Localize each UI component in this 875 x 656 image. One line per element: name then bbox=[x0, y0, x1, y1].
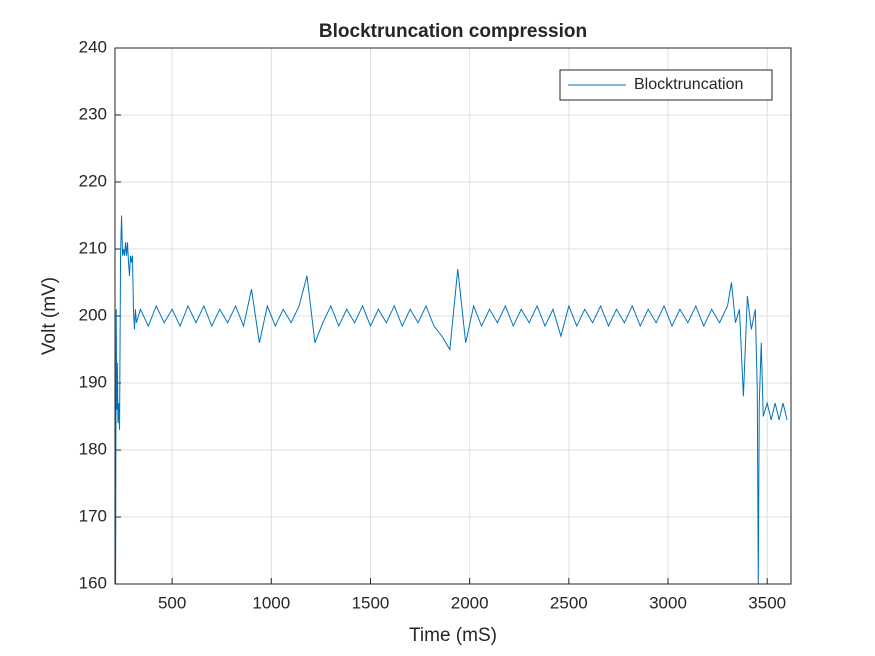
data-line bbox=[115, 215, 788, 584]
x-tick-label: 1500 bbox=[352, 593, 390, 612]
x-tick-label: 500 bbox=[158, 593, 186, 612]
x-tick-label: 3000 bbox=[649, 593, 687, 612]
legend-label: Blocktruncation bbox=[634, 76, 743, 93]
y-tick-label: 180 bbox=[79, 439, 107, 458]
x-tick-label: 2000 bbox=[451, 593, 489, 612]
x-axis-label: Time (mS) bbox=[409, 625, 497, 646]
y-tick-label: 200 bbox=[79, 305, 107, 324]
y-tick-label: 220 bbox=[79, 171, 107, 190]
y-axis-label: Volt (mV) bbox=[39, 277, 60, 355]
x-tick-label: 3500 bbox=[748, 593, 786, 612]
plot-frame bbox=[114, 47, 792, 585]
y-tick-label: 170 bbox=[79, 506, 107, 525]
y-tick-label: 240 bbox=[79, 37, 107, 56]
x-tick-label: 2500 bbox=[550, 593, 588, 612]
y-tick-label: 210 bbox=[79, 238, 107, 257]
chart-title: Blocktruncation compression bbox=[319, 21, 587, 42]
y-tick-label: 230 bbox=[79, 104, 107, 123]
y-tick-label: 160 bbox=[79, 573, 107, 592]
y-tick-label: 190 bbox=[79, 372, 107, 391]
x-tick-label: 1000 bbox=[252, 593, 290, 612]
